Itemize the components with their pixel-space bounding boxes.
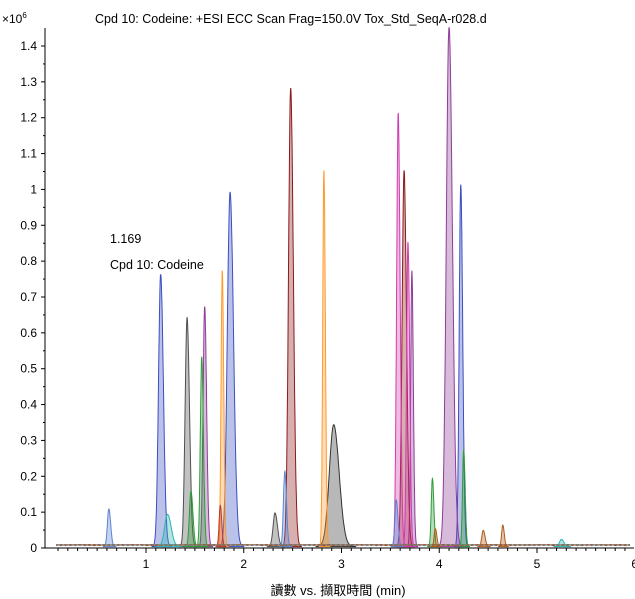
- series-8-peak-0: [102, 508, 117, 548]
- series-7-peak-0: [195, 356, 210, 548]
- series-3-peak-2: [406, 270, 419, 548]
- series-6-peak-1: [402, 241, 416, 548]
- y-tick-label: 0.9: [20, 218, 37, 232]
- series-4-peak-0: [217, 270, 229, 548]
- y-tick-label: 1.4: [20, 39, 37, 53]
- y-tick-label: 0.6: [20, 326, 37, 340]
- series-3-peak-1: [437, 27, 464, 548]
- series-11-peak-0: [477, 529, 491, 548]
- y-tick-label: 1.3: [20, 75, 37, 89]
- series-11-peak-1: [497, 524, 509, 548]
- x-tick-label: 5: [534, 557, 541, 571]
- y-tick-label: 0.2: [20, 469, 37, 483]
- peak-annotation-rt: 1.169: [110, 232, 141, 246]
- x-tick-label: 6: [631, 557, 635, 571]
- y-tick-label: 0.5: [20, 362, 37, 376]
- chart-title: Cpd 10: Codeine: +ESI ECC Scan Frag=150.…: [95, 12, 487, 26]
- y-tick-label: 0.1: [20, 505, 37, 519]
- series-3-peak-0: [197, 306, 213, 548]
- series-11-peak-2: [430, 528, 442, 548]
- y-tick-label: 1.2: [20, 111, 37, 125]
- y-tick-label: 0.4: [20, 398, 37, 412]
- y-tick-label: 0.3: [20, 433, 37, 447]
- series-7-peak-2: [427, 477, 439, 548]
- x-tick-label: 1: [143, 557, 150, 571]
- y-tick-label: 0.8: [20, 254, 37, 268]
- series-0-peak-0: [151, 274, 172, 548]
- series-11-baseline: [56, 543, 631, 547]
- x-tick-label: 3: [338, 557, 345, 571]
- peak-annotation-compound: Cpd 10: Codeine: [110, 258, 204, 272]
- x-tick-label: 4: [436, 557, 443, 571]
- y-tick-label: 1.1: [20, 147, 37, 161]
- y-tick-label: 0: [30, 541, 37, 555]
- series-5-peak-0: [281, 87, 302, 548]
- series-1-peak-0: [178, 317, 198, 548]
- y-multiplier: ×106: [2, 11, 27, 26]
- x-tick-label: 2: [240, 557, 247, 571]
- series-10-peak-1: [553, 538, 572, 548]
- series-4-peak-1: [318, 170, 331, 548]
- plot-area: 0 0.1 0.2 0.3 0.4 0.5 0.6 0.7 0.8 0.9 1 1.1 1.2 1.3 1.…: [20, 27, 635, 571]
- y-tick-label: 0.7: [20, 290, 37, 304]
- series-0-peak-2: [454, 184, 470, 548]
- y-tick-label: 1: [30, 182, 37, 196]
- x-axis-label: 讀數 vs. 擷取時間 (min): [270, 583, 405, 598]
